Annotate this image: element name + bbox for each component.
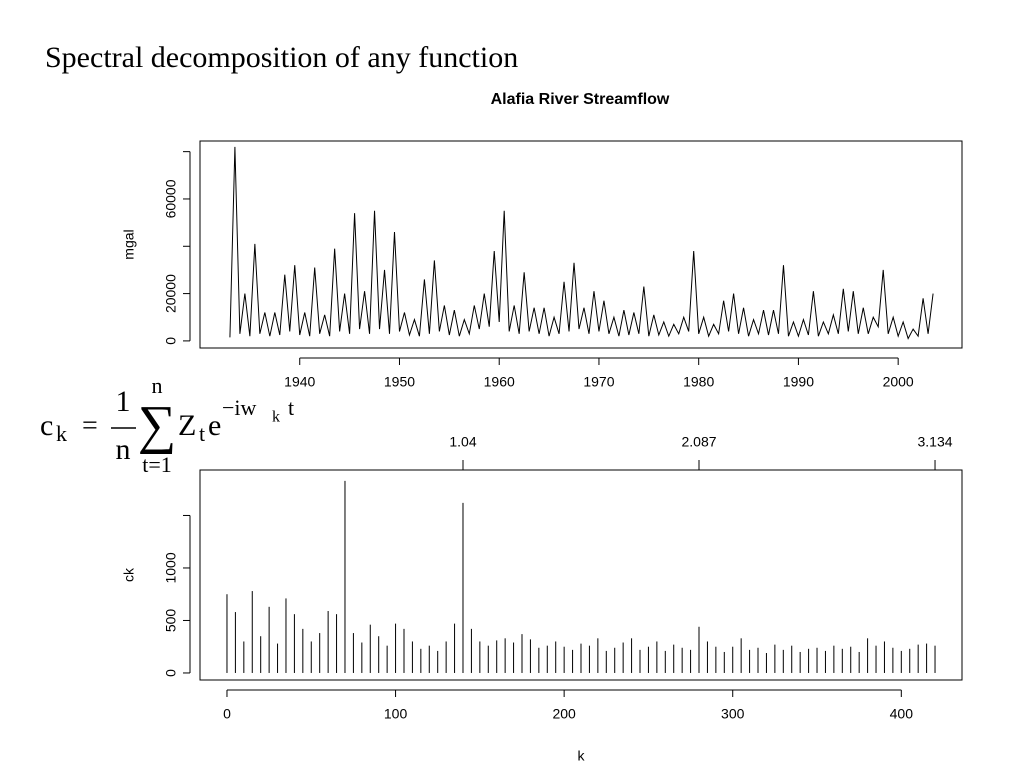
formula-text: ∑ (138, 394, 177, 454)
y-tick-label: 0 (163, 337, 179, 345)
x2-tick-label: 3.134 (918, 434, 953, 450)
x-tick-label: 1990 (783, 374, 814, 390)
data-line (229, 146, 934, 340)
x-axis-label: k (578, 748, 586, 764)
formula-text: t (288, 395, 294, 420)
x-tick-label: 1940 (284, 374, 315, 390)
y-tick-label: 60000 (163, 179, 179, 218)
formula-text: n (152, 373, 163, 398)
x-tick-label: 1970 (583, 374, 614, 390)
formula-text: k (56, 421, 67, 446)
formula-text: 1 (116, 385, 131, 418)
slide-title: Spectral decomposition of any function (45, 41, 518, 74)
x2-tick-label: 2.087 (681, 434, 716, 450)
y-tick-label: 0 (163, 669, 179, 677)
y-tick-label: 500 (163, 609, 179, 633)
y-tick-label: 20000 (163, 274, 179, 313)
formula-text: c (40, 409, 53, 442)
formula-text: Z (178, 409, 196, 442)
formula-text: k (272, 409, 280, 426)
formula-text: = (82, 410, 98, 441)
formula-text: t (199, 421, 205, 446)
x-tick-label: 1950 (384, 374, 415, 390)
x-tick-label: 1960 (484, 374, 515, 390)
y-axis-label: ck (121, 567, 137, 582)
plot-frame (199, 140, 963, 349)
chart-title: Alafia River Streamflow (491, 91, 670, 108)
x-tick-label: 2000 (883, 374, 914, 390)
y-axis-label: mgal (121, 229, 137, 259)
x-tick-label: 200 (552, 706, 576, 722)
y-tick-label: 1000 (163, 552, 179, 583)
x-tick-label: 400 (890, 706, 914, 722)
x2-tick-label: 1.04 (449, 434, 476, 450)
formula-text: e (208, 409, 221, 442)
x-tick-label: 1980 (683, 374, 714, 390)
x-tick-label: 300 (721, 706, 745, 722)
x-tick-label: 100 (384, 706, 408, 722)
formula: c k = 1 n ∑ n t=1 Z t e −iw k t (40, 373, 294, 477)
formula-text: t=1 (142, 452, 172, 477)
x-tick-label: 0 (223, 706, 231, 722)
plot-frame (199, 469, 963, 681)
formula-text: −iw (222, 395, 257, 420)
formula-text: n (116, 433, 131, 466)
